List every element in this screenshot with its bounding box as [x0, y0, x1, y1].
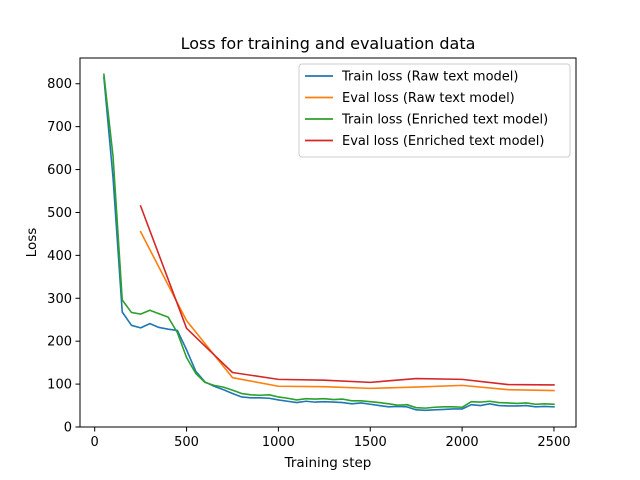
- y-tick-label: 800: [47, 77, 72, 92]
- x-tick-label: 1000: [262, 435, 295, 450]
- legend-label-1: Train loss (Raw text model): [341, 70, 518, 85]
- legend-label-2: Eval loss (Raw text model): [342, 91, 515, 106]
- chart-title: Loss for training and evaluation data: [181, 34, 476, 53]
- y-tick-label: 500: [47, 206, 72, 221]
- x-tick-label: 0: [91, 435, 99, 450]
- x-axis-ticks: 0 500 1000 1500 2000 2500: [91, 427, 571, 450]
- series-line-3: [102, 73, 555, 409]
- x-tick-label: 1500: [354, 435, 387, 450]
- plot-frame: [79, 57, 577, 428]
- legend-label-4: Eval loss (Enriched text model): [342, 134, 544, 149]
- y-tick-label: 300: [47, 292, 72, 307]
- series-line-2: [139, 230, 555, 392]
- x-axis-label: Training step: [284, 455, 372, 471]
- y-tick-label: 100: [47, 378, 72, 393]
- y-tick-label: 0: [64, 421, 72, 436]
- series-line-4: [139, 204, 555, 386]
- x-tick-label: 2500: [537, 435, 570, 450]
- y-tick-label: 200: [47, 335, 72, 350]
- x-tick-label: 500: [174, 435, 199, 450]
- plot-lines: [102, 73, 555, 412]
- y-axis-label: Loss: [24, 228, 40, 258]
- y-tick-label: 400: [47, 249, 72, 264]
- legend: Train loss (Raw text model) Eval loss (Ra…: [298, 63, 571, 158]
- y-tick-label: 600: [47, 163, 72, 178]
- legend-label-3: Train loss (Enriched text model): [341, 113, 548, 128]
- x-tick-label: 2000: [446, 435, 479, 450]
- y-tick-label: 700: [47, 120, 72, 135]
- series-line-1: [103, 76, 555, 412]
- legend-box: [298, 63, 571, 158]
- y-axis-ticks: 0 100 200 300 400 500 600 700 800: [47, 77, 80, 436]
